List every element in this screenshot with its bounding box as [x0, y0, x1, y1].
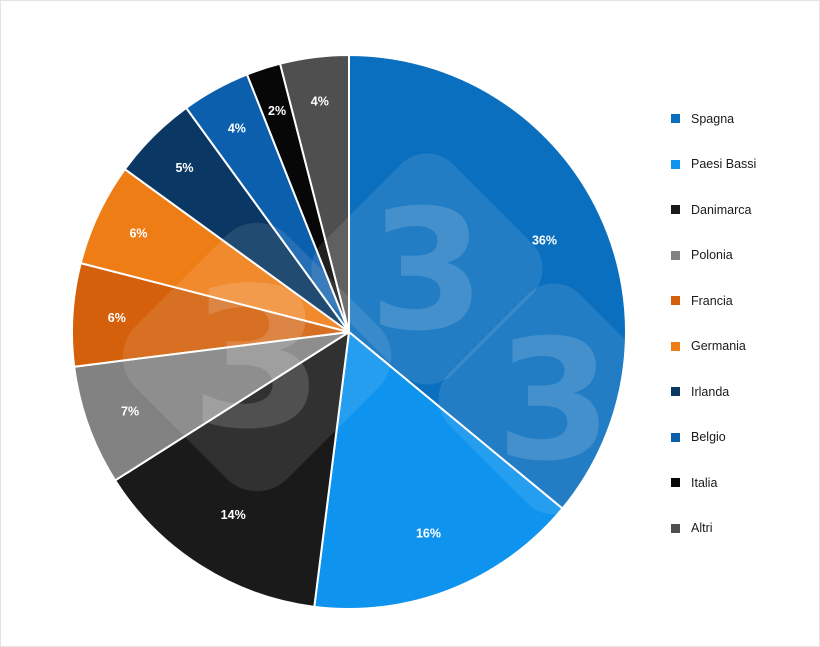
legend-marker-icon: [671, 159, 680, 169]
slice-label-paesi-bassi: 16%: [416, 526, 441, 540]
watermark: 3 33: [122, 153, 670, 515]
pie-slice-paesi-bassi[interactable]: [313, 331, 564, 610]
legend-label: Belgio: [691, 430, 726, 445]
legend-marker-icon: [671, 432, 680, 442]
slice-label-germania: 6%: [129, 226, 147, 240]
legend-marker-icon: [671, 296, 680, 306]
legend-label: Polonia: [691, 248, 733, 263]
legend-item-danimarca[interactable]: Danimarca: [671, 187, 756, 233]
legend-label: Spagna: [691, 111, 735, 126]
legend-label: Francia: [691, 293, 733, 308]
slice-label-belgio: 4%: [228, 122, 246, 136]
watermark-diamond: [311, 153, 543, 385]
legend-marker-icon: [671, 341, 680, 351]
pie-slice-danimarca[interactable]: [114, 331, 350, 608]
legend-label: Paesi Bassi: [691, 157, 757, 172]
watermark-glyph: 3: [369, 174, 485, 368]
legend-label: Danimarca: [691, 202, 752, 217]
legend-marker-icon: [671, 250, 680, 260]
legend-item-belgio[interactable]: Belgio: [671, 415, 756, 461]
legend-label: Altri: [691, 521, 713, 536]
legend-item-irlanda[interactable]: Irlanda: [671, 369, 756, 415]
legend-item-polonia[interactable]: Polonia: [671, 233, 756, 279]
pie-slice-polonia[interactable]: [73, 331, 350, 482]
slice-label-francia: 6%: [108, 311, 126, 325]
slice-label-spagna: 36%: [532, 234, 557, 248]
legend-item-italia[interactable]: Italia: [671, 460, 756, 506]
legend-marker-icon: [671, 205, 680, 215]
legend-label: Italia: [691, 475, 718, 490]
legend-item-paesi-bassi[interactable]: Paesi Bassi: [671, 142, 756, 188]
legend-label: Germania: [691, 339, 746, 354]
legend-item-altri[interactable]: Altri: [671, 506, 756, 552]
watermark-diamond: [122, 222, 392, 492]
legend-marker-icon: [671, 114, 680, 124]
watermark-glyph: 3: [496, 304, 612, 498]
legend-item-francia[interactable]: Francia: [671, 278, 756, 324]
legend-item-germania[interactable]: Germania: [671, 324, 756, 370]
legend: Spagna Paesi Bassi Danimarca Polonia Francia…: [671, 96, 756, 551]
slice-label-italia: 2%: [268, 104, 286, 118]
slice-label-polonia: 7%: [121, 404, 139, 418]
slice-label-danimarca: 14%: [221, 508, 246, 522]
legend-item-spagna[interactable]: Spagna: [671, 96, 756, 142]
legend-label: Irlanda: [691, 384, 730, 399]
watermark-diamond: [438, 283, 670, 515]
legend-marker-icon: [671, 387, 680, 397]
slice-label-altri: 4%: [311, 95, 329, 109]
legend-marker-icon: [671, 478, 680, 488]
watermark-glyph: 3: [190, 246, 325, 472]
legend-marker-icon: [671, 523, 680, 533]
pie-slice-spagna[interactable]: [348, 54, 627, 510]
pie-slice-altri[interactable]: [279, 54, 350, 333]
slice-label-irlanda: 5%: [175, 161, 193, 175]
